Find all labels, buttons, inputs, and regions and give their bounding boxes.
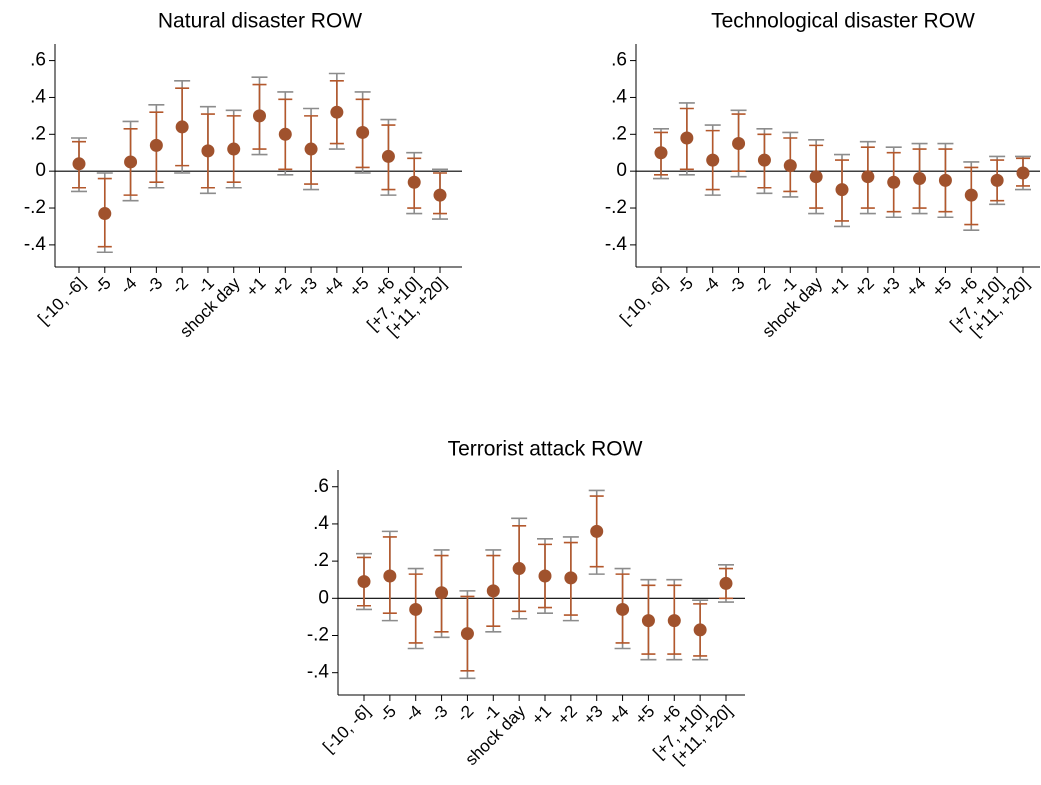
point-estimate xyxy=(719,576,733,590)
y-tick-label: .4 xyxy=(30,86,46,107)
x-tick-label: -2 xyxy=(168,274,192,298)
point-estimate xyxy=(435,586,449,600)
x-tick-label: +4 xyxy=(320,274,347,301)
panel-title: Natural disaster ROW xyxy=(158,10,362,33)
x-tick-label: +4 xyxy=(605,702,632,729)
y-tick-label: .6 xyxy=(611,50,627,71)
y-tick-label: .4 xyxy=(611,86,627,107)
y-tick-label: .2 xyxy=(611,123,627,144)
x-tick-label: +3 xyxy=(877,274,904,301)
point-estimate xyxy=(149,138,163,152)
y-tick-label: .4 xyxy=(313,513,329,534)
point-estimate xyxy=(861,170,875,184)
point-estimate xyxy=(1016,166,1030,180)
point-estimate xyxy=(407,175,421,189)
point-estimate xyxy=(667,614,681,628)
y-tick-label: 0 xyxy=(616,160,627,181)
y-tick-label: .2 xyxy=(30,123,46,144)
x-tick-label: -2 xyxy=(453,702,477,726)
panel-title: Terrorist attack ROW xyxy=(448,438,643,461)
point-estimate xyxy=(357,575,371,589)
point-estimate xyxy=(964,188,978,202)
y-tick-label: -.2 xyxy=(605,197,627,218)
point-estimate xyxy=(383,569,397,583)
x-tick-label: -3 xyxy=(724,274,748,298)
point-estimate xyxy=(486,584,500,598)
y-tick-label: .6 xyxy=(313,476,329,497)
point-estimate xyxy=(433,188,447,202)
x-tick-label: -2 xyxy=(750,274,774,298)
x-tick-label: -4 xyxy=(402,702,426,726)
y-tick-label: .2 xyxy=(313,550,329,571)
point-estimate xyxy=(887,175,901,189)
y-tick-label: 0 xyxy=(318,587,329,608)
x-tick-label: [-10, -6] xyxy=(34,274,89,329)
point-estimate xyxy=(654,146,668,160)
x-tick-label: +5 xyxy=(631,702,658,729)
point-estimate xyxy=(72,157,86,171)
x-tick-label: -4 xyxy=(699,274,723,298)
y-tick-label: .6 xyxy=(30,50,46,71)
point-estimate xyxy=(330,105,344,119)
x-tick-label: [-10, -6] xyxy=(319,702,374,757)
point-estimate xyxy=(835,183,849,197)
point-estimate xyxy=(175,120,189,134)
y-tick-label: -.2 xyxy=(24,197,46,218)
x-tick-label: +1 xyxy=(242,274,269,301)
point-estimate xyxy=(278,127,292,141)
x-tick-label: -5 xyxy=(376,702,400,726)
point-estimate xyxy=(409,602,423,616)
point-estimate xyxy=(201,144,215,158)
point-estimate xyxy=(512,562,526,576)
x-tick-label: +2 xyxy=(554,702,581,729)
point-estimate xyxy=(124,155,138,169)
point-estimate xyxy=(616,602,630,616)
point-estimate xyxy=(564,571,578,585)
x-tick-label: +4 xyxy=(902,274,929,301)
y-tick-label: -.2 xyxy=(307,625,329,646)
point-estimate xyxy=(227,142,241,156)
x-tick-label: +5 xyxy=(345,274,372,301)
x-tick-label: +5 xyxy=(928,274,955,301)
x-tick-label: -3 xyxy=(142,274,166,298)
point-estimate xyxy=(304,142,318,156)
point-estimate xyxy=(460,627,474,641)
x-tick-label: [-10, -6] xyxy=(616,274,671,329)
y-tick-label: -.4 xyxy=(24,234,47,255)
x-tick-label: +3 xyxy=(294,274,321,301)
point-estimate xyxy=(641,614,655,628)
y-tick-label: -.4 xyxy=(605,234,628,255)
point-estimate xyxy=(381,149,395,163)
point-estimate xyxy=(783,159,797,173)
x-tick-label: +2 xyxy=(268,274,295,301)
point-estimate xyxy=(809,170,823,184)
x-tick-label: -4 xyxy=(116,274,140,298)
point-estimate xyxy=(757,153,771,167)
point-estimate xyxy=(98,207,112,221)
point-estimate xyxy=(680,131,694,145)
x-tick-label: +3 xyxy=(580,702,607,729)
point-estimate xyxy=(253,109,266,123)
point-estimate xyxy=(913,172,927,186)
point-estimate xyxy=(732,137,746,151)
x-tick-label: -3 xyxy=(427,702,451,726)
x-tick-label: +1 xyxy=(528,702,555,729)
panel-title: Technological disaster ROW xyxy=(711,10,975,33)
x-tick-label: -5 xyxy=(91,274,115,298)
point-estimate xyxy=(693,623,707,637)
y-tick-label: -.4 xyxy=(307,662,330,683)
point-estimate xyxy=(938,173,952,187)
x-tick-label: +1 xyxy=(825,274,852,301)
point-estimate xyxy=(538,569,552,583)
point-estimate xyxy=(356,125,370,139)
x-tick-label: +2 xyxy=(851,274,878,301)
x-tick-label: -5 xyxy=(673,274,697,298)
y-tick-label: 0 xyxy=(35,160,46,181)
point-estimate xyxy=(990,173,1004,187)
point-estimate xyxy=(590,524,604,538)
point-estimate xyxy=(706,153,720,167)
